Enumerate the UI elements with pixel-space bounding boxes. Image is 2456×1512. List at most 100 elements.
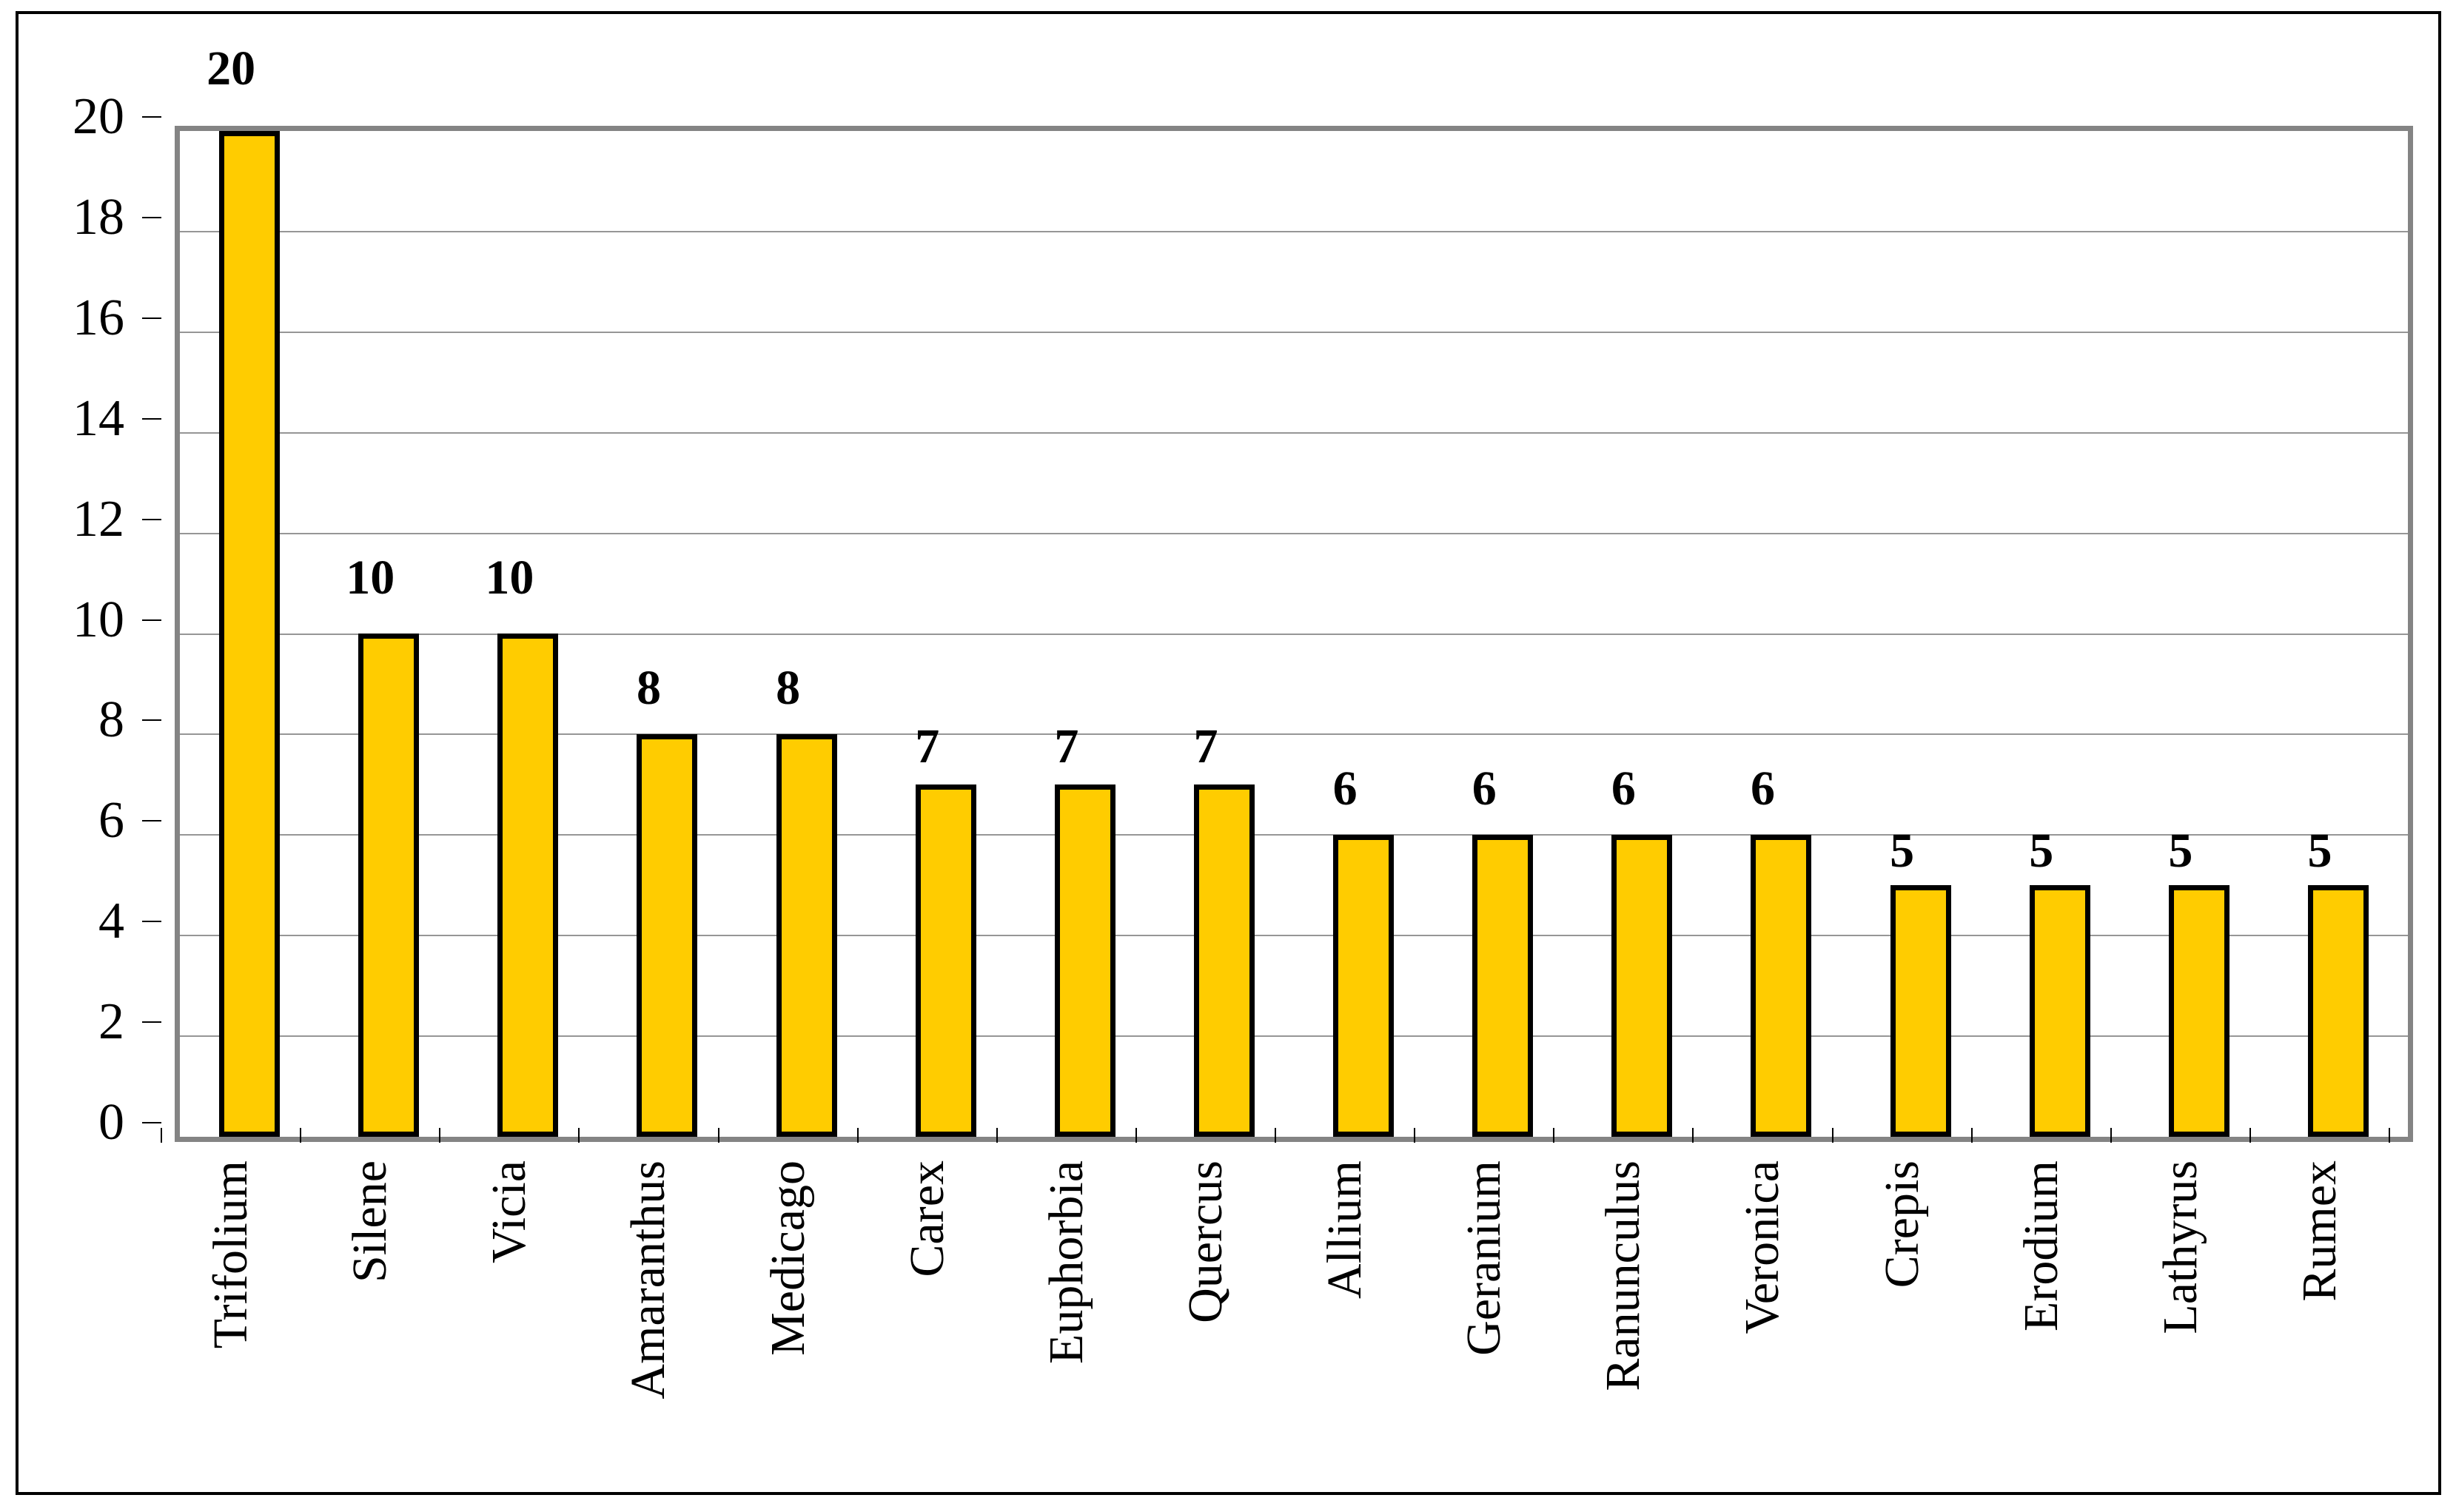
y-axis-tick	[142, 518, 161, 520]
data-label: 7	[1054, 719, 1079, 774]
gridline	[180, 834, 2408, 836]
data-label: 20	[207, 41, 256, 95]
x-axis-label-euphorbia: Euphorbia	[1039, 1160, 1093, 1364]
x-axis-tick	[856, 1128, 859, 1143]
x-axis-tick	[578, 1128, 580, 1143]
gridline	[180, 1035, 2408, 1038]
bar-ranunculus	[1611, 835, 1673, 1137]
x-axis-tick	[1692, 1128, 1694, 1143]
x-axis-tick	[1275, 1128, 1276, 1143]
bar-crepis	[1890, 885, 1951, 1137]
x-axis-label-erodium: Erodium	[2013, 1160, 2068, 1331]
x-axis-tick	[439, 1128, 441, 1143]
bar-amaranthus	[637, 734, 698, 1137]
data-label: 5	[2168, 824, 2193, 878]
data-label: 7	[915, 719, 940, 774]
x-axis-tick	[2110, 1128, 2112, 1143]
y-axis-label: 10	[73, 591, 124, 648]
bar-geranium	[1472, 835, 1534, 1137]
x-axis-label-geranium: Geranium	[1457, 1160, 1511, 1356]
x-axis-label-quercus: Quercus	[1178, 1160, 1232, 1323]
x-axis-label-trifolium: Trifolium	[204, 1160, 258, 1349]
x-axis-label-medicago: Medicago	[760, 1160, 815, 1356]
plot-area	[175, 126, 2413, 1142]
plot-inner-region	[180, 131, 2408, 1137]
x-axis-tick	[2249, 1128, 2251, 1143]
gridline	[180, 733, 2408, 736]
y-axis-label: 16	[73, 289, 124, 346]
data-label: 5	[2307, 824, 2332, 878]
bar-allium	[1333, 835, 1395, 1137]
bar-lathyrus	[2168, 885, 2229, 1137]
x-axis-tick	[1970, 1128, 1973, 1143]
x-axis-tick	[1553, 1128, 1555, 1143]
x-axis-tick	[2389, 1128, 2390, 1143]
y-axis-label: 14	[73, 389, 124, 447]
data-label: 6	[1332, 762, 1358, 816]
x-axis-label-amaranthus: Amaranthus	[621, 1160, 676, 1400]
y-axis-tick	[142, 1122, 161, 1123]
x-axis-label-crepis: Crepis	[1874, 1160, 1929, 1288]
x-axis-tick	[1414, 1128, 1416, 1143]
data-label: 10	[346, 550, 395, 605]
y-axis-tick	[142, 719, 161, 722]
gridline	[180, 935, 2408, 937]
y-axis-tick	[142, 216, 161, 218]
data-label: 6	[1472, 762, 1497, 816]
y-axis-label: 4	[98, 893, 124, 950]
x-axis-label-lathyrus: Lathyrus	[2153, 1160, 2207, 1334]
x-axis-label-allium: Allium	[1318, 1160, 1372, 1300]
y-axis-label: 6	[98, 792, 124, 850]
gridline	[180, 230, 2408, 232]
data-label: 8	[776, 661, 801, 716]
data-label: 6	[1611, 762, 1636, 816]
y-axis-label: 12	[73, 490, 124, 548]
y-axis-label: 0	[98, 1094, 124, 1151]
x-axis-tick	[300, 1128, 302, 1143]
y-axis-label: 18	[73, 188, 124, 246]
x-axis-tick	[717, 1128, 719, 1143]
bar-medicago	[776, 734, 837, 1137]
x-axis-tick	[1135, 1128, 1137, 1143]
bar-trifolium	[219, 131, 281, 1137]
y-axis-tick	[142, 317, 161, 319]
x-axis-tick	[996, 1128, 998, 1143]
bar-rumex	[2307, 885, 2369, 1137]
y-axis-tick	[142, 417, 161, 420]
x-axis-label-silene: Silene	[343, 1160, 397, 1283]
x-axis-label-carex: Carex	[899, 1160, 954, 1277]
x-axis-label-vicia: Vicia	[482, 1160, 537, 1263]
y-axis-tick	[142, 921, 161, 923]
y-axis-tick	[142, 820, 161, 822]
bar-carex	[915, 784, 976, 1137]
x-axis-tick	[1831, 1128, 1833, 1143]
bar-quercus	[1193, 784, 1255, 1137]
x-axis-label-ranunculus: Ranunculus	[1596, 1160, 1651, 1391]
bar-silene	[358, 634, 420, 1137]
x-axis-tick	[161, 1128, 162, 1143]
y-axis-label: 20	[73, 88, 124, 145]
gridline	[180, 633, 2408, 635]
data-label: 5	[2029, 824, 2054, 878]
bar-euphorbia	[1054, 784, 1115, 1137]
y-axis-tick	[142, 619, 161, 621]
data-label: 6	[1750, 762, 1775, 816]
bar-erodium	[2029, 885, 2090, 1137]
x-axis-label-rumex: Rumex	[2292, 1160, 2346, 1302]
data-label: 8	[636, 661, 661, 716]
data-label: 10	[485, 550, 534, 605]
y-axis-label: 2	[98, 993, 124, 1051]
y-axis-tick	[142, 116, 161, 118]
gridline	[180, 431, 2408, 434]
x-axis-label-veronica: Veronica	[1735, 1160, 1790, 1334]
data-label: 7	[1193, 719, 1218, 774]
chart-outer-border	[16, 11, 2441, 1495]
y-axis-tick	[142, 1021, 161, 1024]
bar-vicia	[497, 634, 559, 1137]
gridline	[180, 331, 2408, 333]
y-axis-label: 8	[98, 691, 124, 749]
data-label: 5	[1890, 824, 1915, 878]
bar-veronica	[1751, 835, 1812, 1137]
gridline	[180, 532, 2408, 534]
